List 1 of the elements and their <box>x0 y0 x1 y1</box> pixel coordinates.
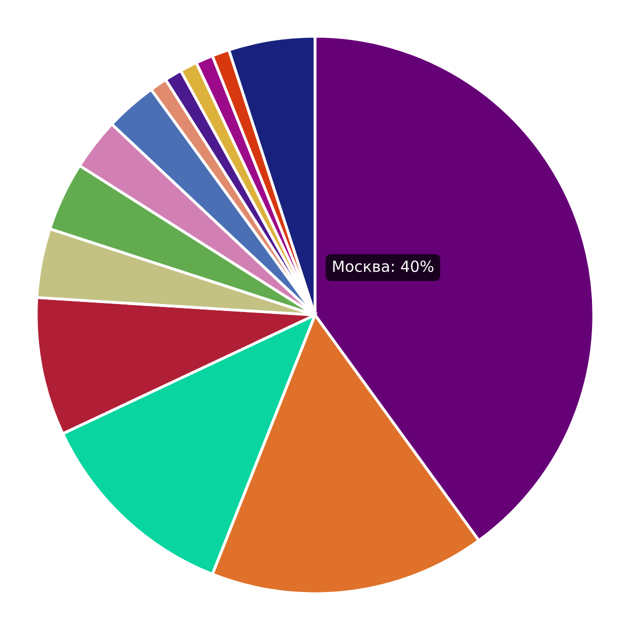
slice-label: Москва: 40% <box>333 260 434 272</box>
